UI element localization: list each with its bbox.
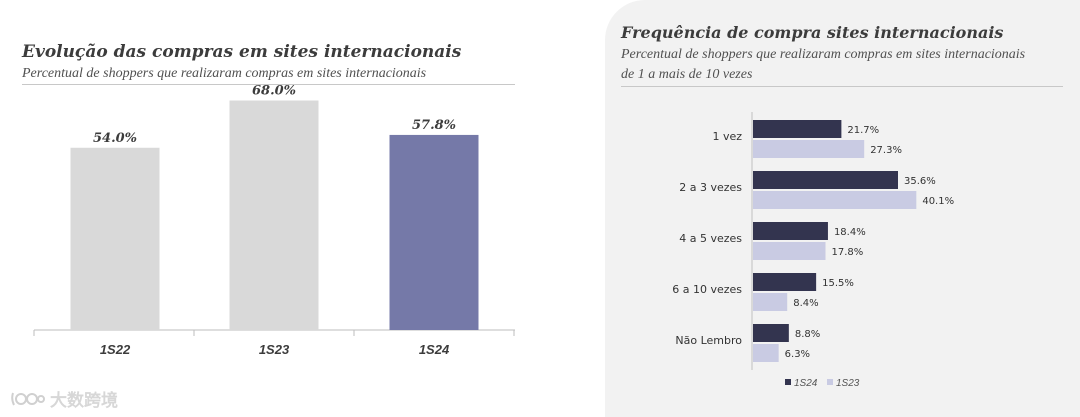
watermark-text: 大数跨境 <box>50 391 118 411</box>
category-label: 2 a 3 vezes <box>679 181 742 194</box>
frequency-bar-chart: 1 vez 21.7% 27.3% 2 a 3 vezes 35.6% 40.1% 4 a … <box>672 112 954 389</box>
category-label: 1S22 <box>100 342 131 357</box>
data-label: 54.0% <box>93 131 137 146</box>
right-title-divider <box>621 86 1063 87</box>
data-label: 21.7% <box>847 125 879 136</box>
bar <box>389 134 479 330</box>
right-chart-title: Frequência de compra sites internacionai… <box>621 23 1004 42</box>
bar <box>753 242 826 260</box>
bar <box>753 222 828 240</box>
bar <box>229 100 319 330</box>
bar <box>753 293 788 311</box>
data-label: 68.0% <box>252 84 296 99</box>
bar <box>753 120 842 138</box>
data-label: 40.1% <box>922 196 954 207</box>
category-label: Não Lembro <box>675 334 742 347</box>
bar <box>753 344 779 362</box>
bar <box>753 324 789 342</box>
legend-label: 1S23 <box>836 378 860 389</box>
data-label: 57.8% <box>412 118 456 133</box>
data-label: 8.8% <box>795 329 820 340</box>
legend-swatch <box>827 379 833 385</box>
data-label: 35.6% <box>904 176 936 187</box>
data-label: 6.3% <box>785 349 810 360</box>
watermark: 大数跨境 <box>10 386 118 411</box>
category-label: 4 a 5 vezes <box>679 232 742 245</box>
category-label: 1S24 <box>419 342 450 357</box>
left-title-divider <box>22 84 515 85</box>
watermark-logo-icon <box>11 392 45 405</box>
legend-swatch <box>785 379 791 385</box>
bar <box>753 171 898 189</box>
category-label: 1S23 <box>259 342 290 357</box>
evolution-bar-chart: 54.0% 1S22 68.0% 1S23 57.8% 1S24 <box>33 84 515 357</box>
category-label: 6 a 10 vezes <box>672 283 742 296</box>
bar <box>70 147 160 330</box>
data-label: 27.3% <box>870 145 902 156</box>
left-chart-title: Evolução das compras em sites internacio… <box>22 42 462 62</box>
data-label: 8.4% <box>793 298 818 309</box>
bar <box>753 273 817 291</box>
data-label: 18.4% <box>834 227 866 238</box>
data-label: 17.8% <box>832 247 864 258</box>
bar <box>753 140 865 158</box>
data-label: 15.5% <box>822 278 854 289</box>
legend-label: 1S24 <box>794 378 818 389</box>
left-chart-subtitle: Percentual de shoppers que realizaram co… <box>22 66 427 81</box>
bar <box>753 191 917 209</box>
right-chart-subtitle: Percentual de shoppers que realizaram co… <box>621 47 1026 82</box>
category-label: 1 vez <box>712 130 742 143</box>
